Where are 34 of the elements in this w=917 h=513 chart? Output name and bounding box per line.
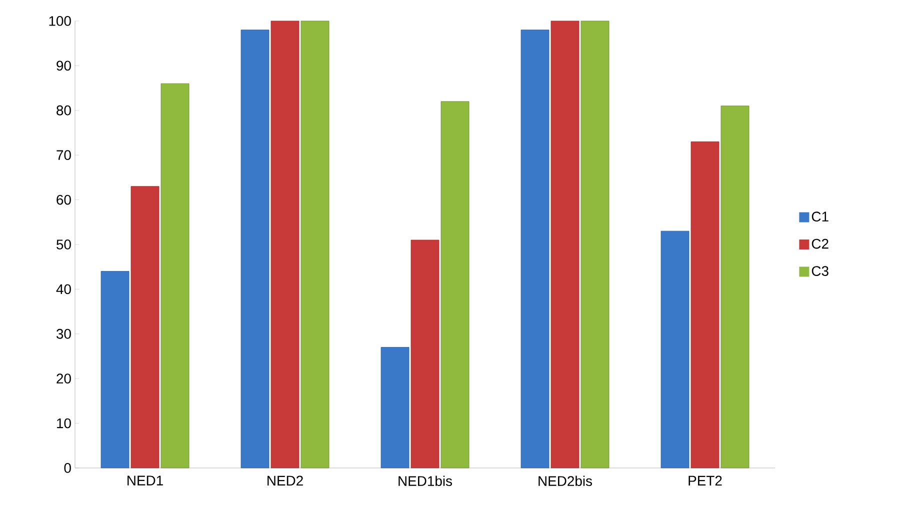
y-tick-label: 90: [56, 60, 71, 71]
bar: [520, 30, 550, 468]
x-tick-label: NED2: [268, 476, 303, 486]
bar: [130, 186, 160, 468]
y-tick-label: 50: [56, 240, 71, 250]
legend-label: C1: [812, 212, 828, 222]
bar: [690, 141, 720, 468]
y-tick-label: 100: [49, 16, 71, 26]
bar: [550, 20, 580, 468]
x-tick-label: NED2bis: [538, 476, 592, 486]
y-tick-label: 30: [56, 328, 71, 339]
x-tick-label: NED1: [128, 476, 163, 486]
bar: [100, 271, 130, 468]
bar: [440, 101, 470, 468]
y-tick-label: 80: [56, 105, 71, 116]
y-tick-label: 40: [56, 284, 71, 294]
legend-label: C3: [812, 266, 828, 276]
legend-label: C2: [812, 238, 828, 249]
y-tick-label: 60: [56, 194, 71, 205]
bar: [580, 20, 610, 468]
bar: [300, 20, 330, 468]
x-tick-label: PET2: [688, 476, 722, 486]
bar: [160, 83, 190, 468]
y-tick-label: 20: [56, 374, 71, 384]
bar: [410, 240, 440, 468]
y-tick-label: 0: [64, 463, 71, 473]
y-tick-label: 10: [57, 418, 71, 428]
bar: [380, 347, 410, 468]
x-tick-label: NED1bis: [398, 476, 452, 486]
bar: [660, 230, 690, 468]
y-tick-label: 70: [56, 150, 71, 160]
bar: [240, 30, 270, 468]
bar: [270, 20, 300, 468]
bar: [720, 106, 750, 468]
